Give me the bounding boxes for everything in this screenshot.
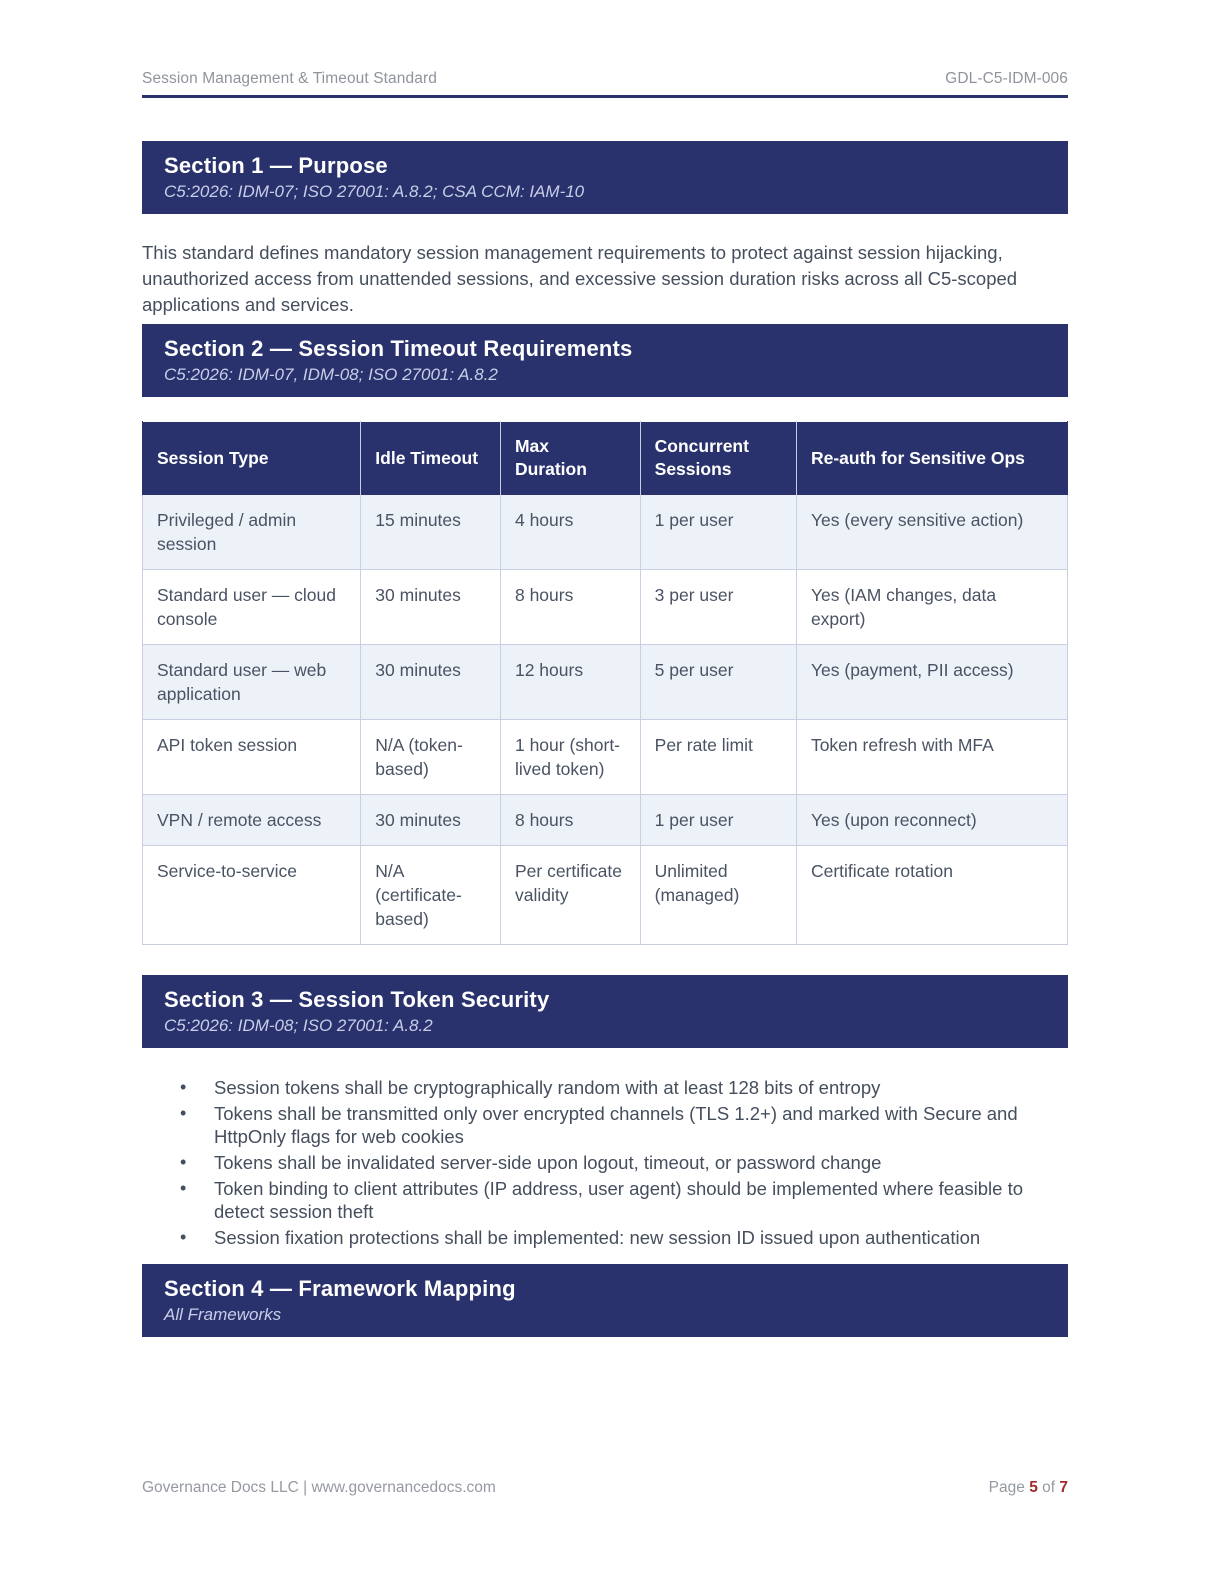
token-security-list: Session tokens shall be cryptographicall… [142, 1076, 1068, 1249]
list-item: Session fixation protections shall be im… [142, 1226, 1068, 1249]
table-cell: 30 minutes [360, 644, 501, 720]
table-cell: 12 hours [499, 644, 641, 720]
table-cell: Yes (payment, PII access) [795, 644, 1069, 720]
table-cell: 8 hours [499, 569, 641, 645]
list-item: Session tokens shall be cryptographicall… [142, 1076, 1068, 1099]
table-cell: 30 minutes [360, 569, 501, 645]
running-header: Session Management & Timeout Standard GD… [142, 70, 1068, 88]
section-2-title: Section 2 — Session Timeout Requirements [164, 336, 633, 361]
section-4-title: Section 4 — Framework Mapping [164, 1276, 516, 1301]
table-cell: Standard user — web application [141, 644, 362, 720]
section-1-banner: Section 1 — Purpose C5:2026: IDM-07; ISO… [142, 141, 1068, 214]
table-cell: 4 hours [499, 494, 641, 570]
table-cell: N/A (certificate-based) [360, 845, 501, 945]
timeout-table-body: Privileged / admin session 15 minutes 4 ho… [141, 494, 1069, 945]
document-title: Session Management & Timeout Standard [142, 70, 437, 87]
section-3-subtitle: C5:2026: IDM-08; ISO 27001: A.8.2 [164, 1016, 433, 1035]
running-footer: Governance Docs LLC | www.governancedocs… [142, 1479, 1068, 1497]
table-cell: 1 hour (short-lived token) [499, 719, 641, 795]
list-item: Token binding to client attributes (IP a… [142, 1177, 1068, 1223]
table-row: VPN / remote access 30 minutes 8 hours 1 pe… [141, 794, 1069, 846]
table-column-header: Concurrent Sessions [639, 421, 797, 495]
session-timeout-table: Session Type Idle Timeout Max Duration Conc… [141, 421, 1069, 945]
table-cell: 1 per user [639, 794, 797, 846]
table-column-header: Idle Timeout [360, 421, 501, 495]
footer-page-current: 5 [1029, 1479, 1038, 1496]
table-cell: Yes (every sensitive action) [795, 494, 1069, 570]
timeout-table-header-row: Session Type Idle Timeout Max Duration Conc… [141, 421, 1069, 495]
table-cell: Unlimited (managed) [639, 845, 797, 945]
footer-company: Governance Docs LLC | www.governancedocs… [142, 1479, 496, 1496]
footer-page-indicator: Page 5 of 7 [989, 1479, 1068, 1497]
section-1-title: Section 1 — Purpose [164, 153, 388, 178]
table-cell: Privileged / admin session [141, 494, 362, 570]
table-row: Service-to-service N/A (certificate-based… [141, 845, 1069, 945]
table-cell: 1 per user [639, 494, 797, 570]
document-id: GDL-C5-IDM-006 [945, 70, 1068, 87]
section-2-banner: Section 2 — Session Timeout Requirements… [142, 324, 1068, 397]
page-content: Session Management & Timeout Standard GD… [141, 0, 1069, 1337]
table-cell: Service-to-service [141, 845, 362, 945]
footer-page-word: Page [988, 1479, 1025, 1496]
table-cell: Per certificate validity [499, 845, 641, 945]
list-item: Tokens shall be invalidated server-side … [142, 1151, 1068, 1174]
section-4-subtitle: All Frameworks [164, 1305, 282, 1324]
table-row: Standard user — cloud console 30 minutes 8… [141, 569, 1069, 645]
table-cell: Per rate limit [639, 719, 797, 795]
table-cell: N/A (token-based) [360, 719, 501, 795]
table-cell: Yes (upon reconnect) [795, 794, 1069, 846]
section-3-title: Section 3 — Session Token Security [164, 987, 550, 1012]
table-column-header: Session Type [141, 421, 362, 495]
header-rule [142, 95, 1068, 98]
table-cell: 15 minutes [360, 494, 501, 570]
table-column-header: Re-auth for Sensitive Ops [795, 421, 1069, 495]
table-cell: 5 per user [639, 644, 797, 720]
table-row: Privileged / admin session 15 minutes 4 ho… [141, 494, 1069, 570]
section-2-subtitle: C5:2026: IDM-07, IDM-08; ISO 27001: A.8.… [164, 365, 498, 384]
table-cell: Token refresh with MFA [795, 719, 1069, 795]
section-1-subtitle: C5:2026: IDM-07; ISO 27001: A.8.2; CSA C… [164, 182, 585, 201]
section-4-banner: Section 4 — Framework Mapping All Framew… [142, 1264, 1068, 1337]
table-cell: Yes (IAM changes, data export) [795, 569, 1069, 645]
table-cell: Certificate rotation [795, 845, 1069, 945]
table-cell: VPN / remote access [141, 794, 362, 846]
table-cell: Standard user — cloud console [141, 569, 362, 645]
table-cell: 3 per user [639, 569, 797, 645]
footer-of-word: of [1042, 1479, 1056, 1496]
footer-page-total: 7 [1059, 1479, 1068, 1496]
purpose-paragraph: This standard defines mandatory session … [142, 242, 1018, 315]
table-cell: API token session [141, 719, 362, 795]
table-column-header: Max Duration [499, 421, 641, 495]
list-item: Tokens shall be transmitted only over en… [142, 1102, 1068, 1148]
table-row: Standard user — web application 30 minute… [141, 644, 1069, 720]
table-cell: 30 minutes [360, 794, 501, 846]
table-cell: 8 hours [499, 794, 641, 846]
section-3-banner: Section 3 — Session Token Security C5:20… [142, 975, 1068, 1048]
table-row: API token session N/A (token-based) 1 hour… [141, 719, 1069, 795]
